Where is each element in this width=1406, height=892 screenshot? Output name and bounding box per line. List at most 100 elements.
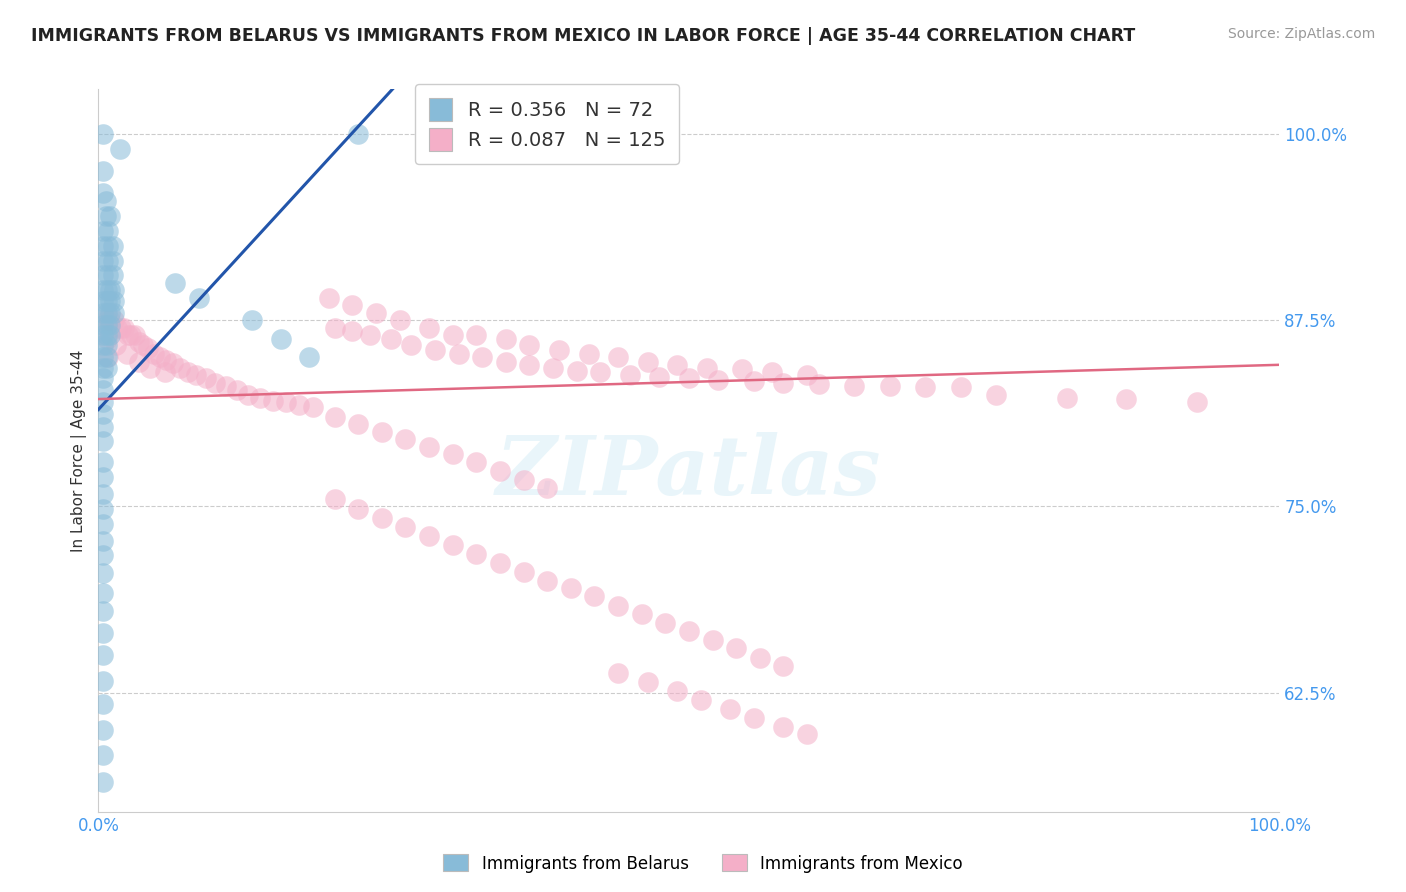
Point: [96, 318, 118, 332]
Point: [194, 371, 217, 385]
Point: [607, 351, 630, 365]
Point: [128, 335, 150, 350]
Point: [96, 351, 118, 365]
Point: [565, 364, 588, 378]
Legend: R = 0.356   N = 72, R = 0.087   N = 125: R = 0.356 N = 72, R = 0.087 N = 125: [415, 85, 679, 164]
Point: [536, 574, 558, 588]
Point: [318, 291, 340, 305]
Point: [731, 362, 754, 376]
Point: [637, 355, 659, 369]
Point: [249, 391, 271, 405]
Point: [94, 209, 117, 223]
Point: [91, 253, 114, 268]
Point: [103, 313, 125, 327]
Point: [548, 343, 571, 357]
Point: [98, 283, 121, 297]
Point: [772, 720, 794, 734]
Point: [742, 374, 765, 388]
Point: [98, 306, 121, 320]
Point: [139, 360, 162, 375]
Point: [96, 338, 118, 352]
Legend: Immigrants from Belarus, Immigrants from Mexico: Immigrants from Belarus, Immigrants from…: [436, 847, 970, 880]
Point: [97, 351, 120, 365]
Point: [323, 409, 346, 424]
Point: [984, 387, 1007, 401]
Point: [471, 351, 494, 365]
Point: [270, 333, 292, 347]
Point: [96, 283, 118, 297]
Point: [96, 313, 118, 327]
Point: [91, 469, 114, 483]
Point: [121, 328, 143, 343]
Point: [91, 238, 114, 252]
Point: [394, 520, 416, 534]
Point: [495, 333, 517, 347]
Point: [276, 395, 298, 409]
Point: [447, 347, 470, 361]
Point: [97, 253, 120, 268]
Point: [91, 420, 114, 434]
Point: [91, 318, 114, 332]
Point: [91, 224, 114, 238]
Point: [132, 338, 155, 352]
Point: [91, 549, 114, 563]
Point: [761, 365, 783, 379]
Point: [117, 328, 139, 343]
Point: [91, 604, 114, 618]
Point: [91, 383, 114, 397]
Point: [91, 626, 114, 640]
Point: [91, 164, 114, 178]
Point: [187, 291, 209, 305]
Point: [97, 268, 120, 283]
Point: [689, 693, 711, 707]
Point: [112, 320, 135, 334]
Point: [441, 447, 464, 461]
Point: [748, 651, 770, 665]
Point: [589, 365, 612, 379]
Point: [103, 283, 125, 297]
Point: [678, 624, 700, 639]
Point: [1115, 392, 1137, 406]
Point: [136, 342, 159, 356]
Point: [401, 338, 423, 352]
Point: [101, 253, 124, 268]
Point: [149, 351, 172, 365]
Point: [678, 371, 700, 385]
Point: [696, 360, 718, 375]
Point: [648, 369, 671, 384]
Point: [418, 529, 440, 543]
Point: [165, 276, 187, 290]
Point: [380, 333, 402, 347]
Point: [742, 711, 765, 725]
Point: [96, 360, 118, 375]
Point: [96, 293, 118, 308]
Point: [204, 376, 226, 390]
Point: [298, 351, 321, 365]
Point: [110, 320, 132, 334]
Point: [630, 607, 652, 621]
Point: [91, 648, 114, 663]
Point: [323, 320, 346, 334]
Point: [666, 358, 689, 372]
Point: [536, 482, 558, 496]
Point: [302, 400, 325, 414]
Point: [91, 268, 114, 283]
Point: [796, 368, 818, 383]
Point: [288, 398, 311, 412]
Point: [91, 351, 114, 365]
Point: [91, 723, 114, 737]
Point: [512, 473, 534, 487]
Point: [98, 313, 121, 327]
Y-axis label: In Labor Force | Age 35-44: In Labor Force | Age 35-44: [72, 350, 87, 551]
Point: [91, 455, 114, 469]
Point: [578, 347, 600, 361]
Point: [238, 387, 260, 401]
Point: [94, 194, 117, 208]
Point: [101, 238, 124, 252]
Point: [155, 353, 177, 368]
Point: [607, 666, 630, 681]
Point: [91, 775, 114, 789]
Point: [347, 502, 370, 516]
Point: [91, 517, 114, 532]
Point: [718, 702, 741, 716]
